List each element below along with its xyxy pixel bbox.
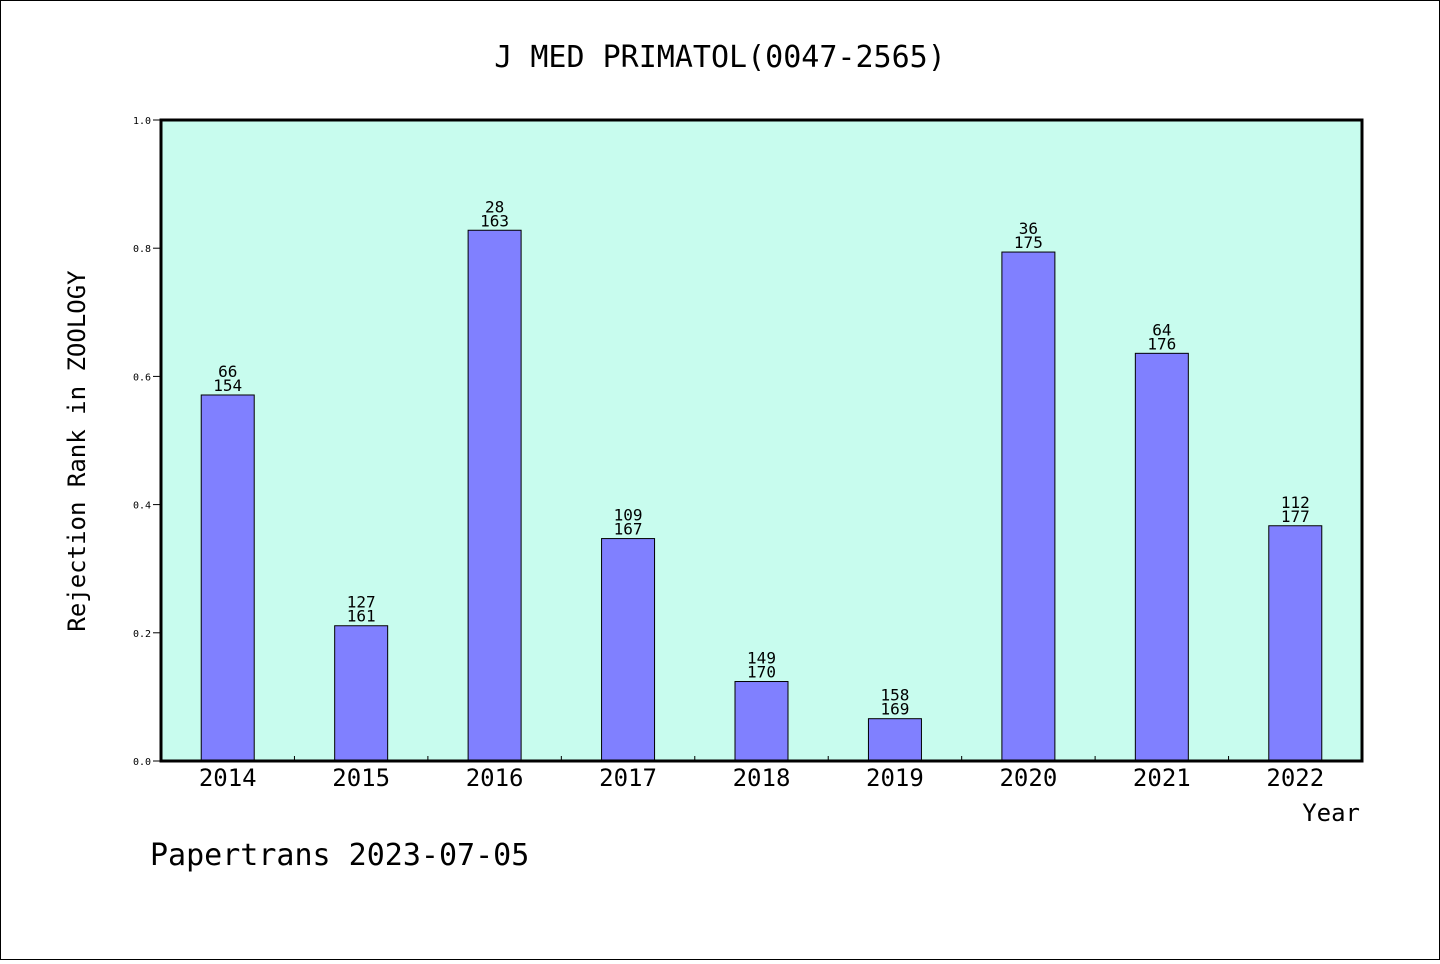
bar-rank-label: 109 [614, 506, 643, 525]
bar-total-label: 163 [480, 211, 509, 230]
bar-2016 [467, 229, 522, 762]
y-tick-label: 0.2 [133, 629, 151, 640]
bar-total-label: 175 [1014, 233, 1043, 252]
bar-2019 [867, 718, 922, 762]
bar-rank-label: 66 [218, 362, 237, 381]
x-tick-label: 2017 [599, 764, 657, 792]
y-tick-label: 0.6 [133, 372, 151, 383]
bar-total-label: 176 [1147, 334, 1176, 353]
bar-2018 [734, 681, 789, 762]
bar-total-label: 161 [347, 607, 376, 626]
bar-total-label: 169 [880, 700, 909, 719]
bar-rank-label: 149 [747, 649, 776, 668]
bar-rank-label: 36 [1019, 219, 1038, 238]
bar-rank-label: 28 [485, 197, 504, 216]
footer-text: Papertrans 2023-07-05 [150, 838, 529, 873]
x-tick-label: 2022 [1266, 764, 1324, 792]
y-axis-label: Rejection Rank in ZOOLOGY [63, 270, 91, 632]
bar-total-label: 167 [614, 520, 643, 539]
x-tick-label: 2016 [466, 764, 524, 792]
x-tick-label: 2018 [733, 764, 791, 792]
y-tick-label: 0.0 [133, 757, 151, 768]
bar-total-label: 154 [213, 376, 242, 395]
bar-rank-label: 64 [1152, 320, 1171, 339]
bar-2014 [200, 394, 255, 762]
x-tick-label: 2021 [1133, 764, 1191, 792]
ticks-group: 0.0 0.2 0.4 0.6 0.8 1.0 2014 2015 2016 2017 2018 20… [133, 116, 1324, 792]
y-tick-label: 0.8 [133, 244, 151, 255]
bar-2017 [601, 538, 656, 762]
bar-2020 [1001, 251, 1056, 762]
x-tick-label: 2014 [199, 764, 257, 792]
chart-title: J MED PRIMATOL(0047-2565) [494, 40, 946, 75]
y-tick-label: 1.0 [133, 116, 151, 127]
bar-2022 [1268, 525, 1323, 762]
y-tick-label: 0.4 [133, 501, 151, 512]
x-tick-label: 2019 [866, 764, 924, 792]
x-tick-label: 2020 [999, 764, 1057, 792]
bar-rank-label: 127 [347, 593, 376, 612]
bar-2015 [334, 625, 389, 762]
bar-total-label: 177 [1281, 507, 1310, 526]
x-axis-label: Year [1302, 799, 1360, 827]
bar-total-label: 170 [747, 663, 776, 682]
plot-border [159, 118, 1364, 763]
bar-2021 [1134, 352, 1189, 762]
bar-rank-label: 112 [1281, 493, 1310, 512]
x-tick-label: 2015 [332, 764, 390, 792]
bar-rank-label: 158 [880, 686, 909, 705]
